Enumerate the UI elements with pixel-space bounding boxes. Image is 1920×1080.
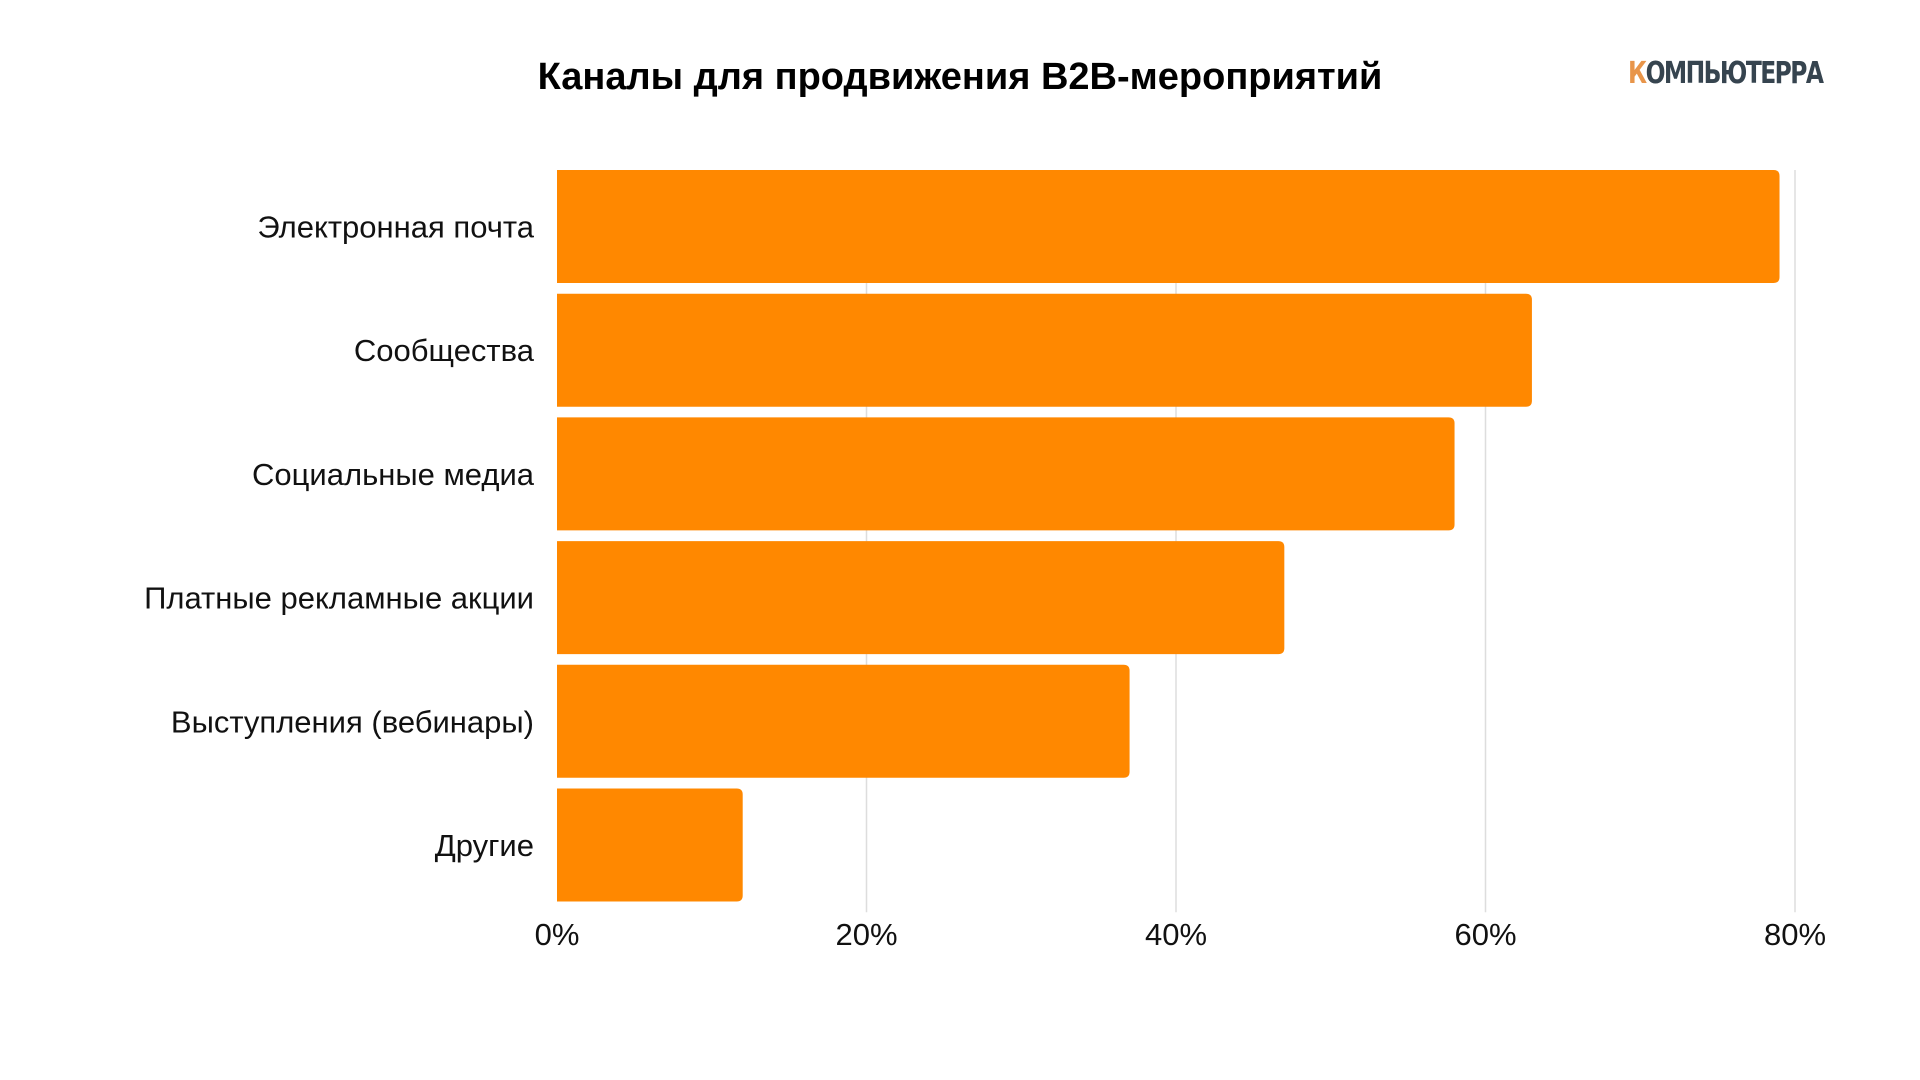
bar <box>557 541 1285 655</box>
bar <box>557 293 1532 407</box>
category-label: Выступления (вебинары) <box>171 704 534 739</box>
logo-kompyuterra: КОМПЬЮТЕРРА <box>1628 56 1824 91</box>
x-tick-label: 0% <box>535 917 580 952</box>
category-label: Электронная почта <box>257 210 534 245</box>
x-tick-label: 80% <box>1764 917 1826 952</box>
bar <box>557 664 1130 778</box>
category-label: Платные рекламные акции <box>144 581 534 616</box>
bar <box>557 417 1455 531</box>
category-label: Сообщества <box>354 333 535 368</box>
bar <box>557 170 1780 283</box>
x-tick-label: 40% <box>1145 917 1207 952</box>
category-label: Социальные медиа <box>252 457 535 492</box>
category-label: Другие <box>435 828 534 863</box>
chart-title: Каналы для продвижения B2B-мероприятий <box>537 56 1383 98</box>
bar <box>557 788 743 902</box>
x-tick-label: 60% <box>1454 917 1516 952</box>
x-tick-label: 20% <box>835 917 897 952</box>
